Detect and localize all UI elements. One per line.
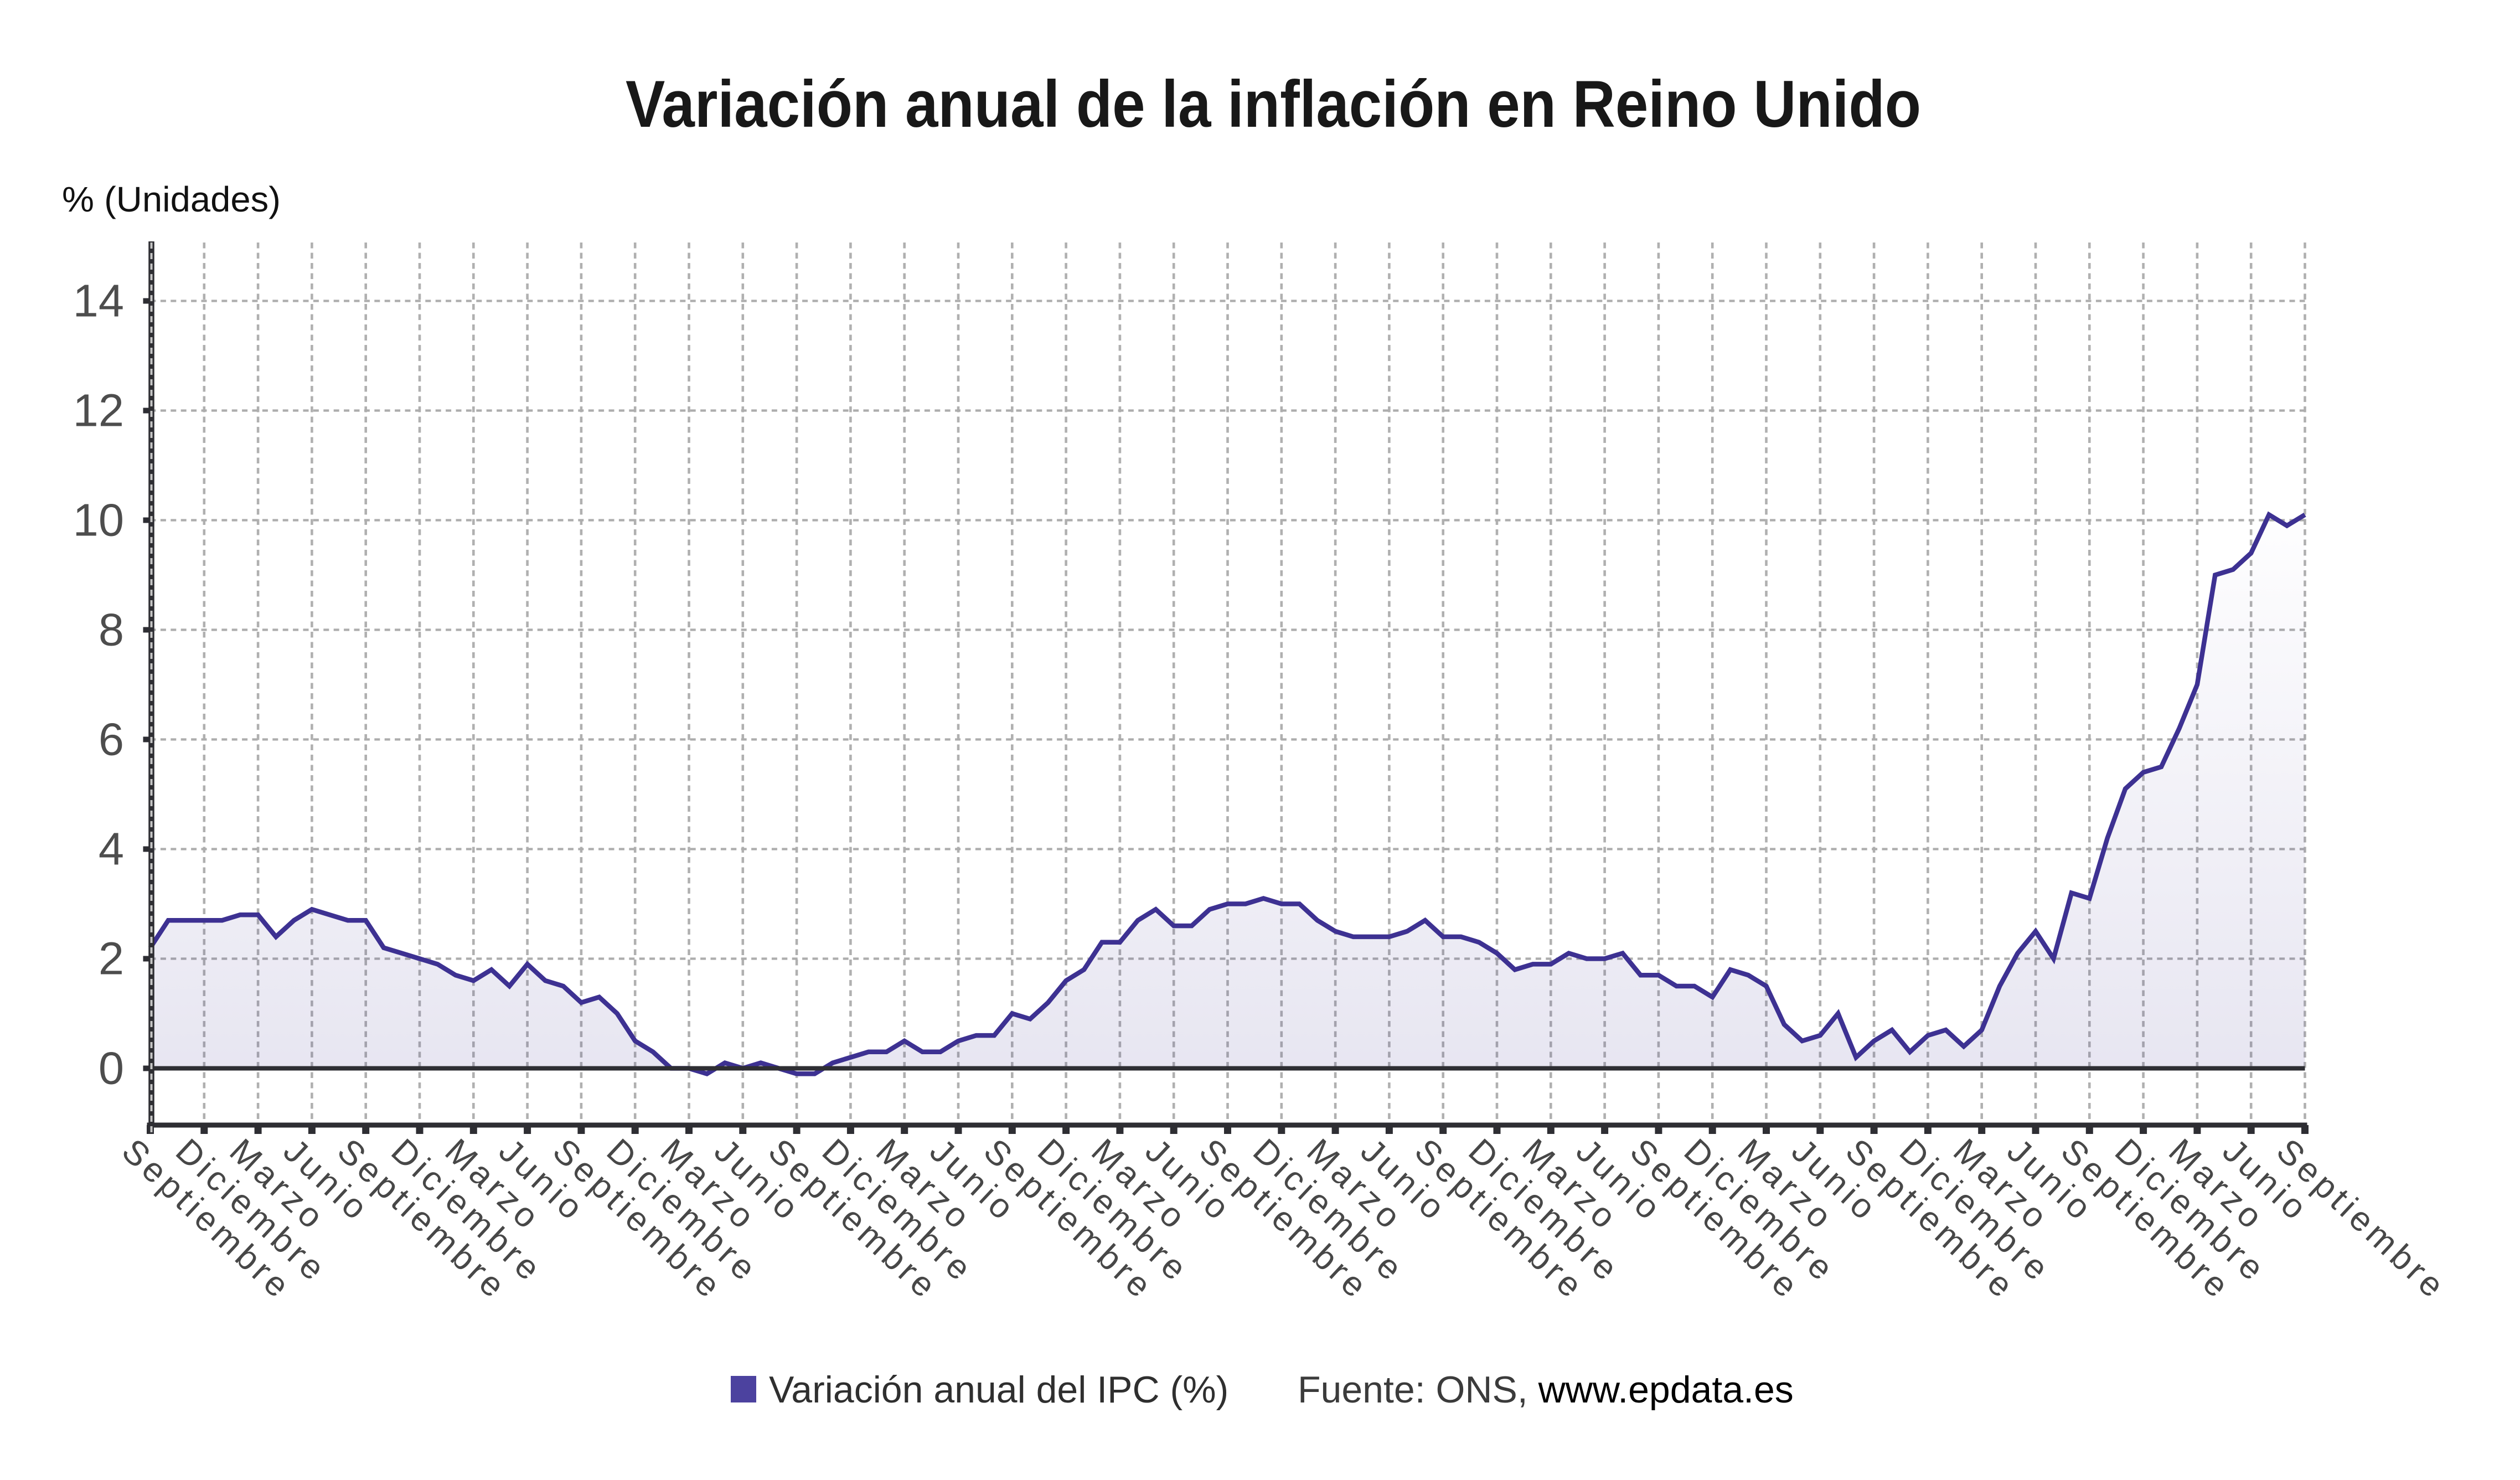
svg-text:12: 12 [73,385,124,436]
svg-text:8: 8 [99,604,124,656]
svg-text:% (Unidades): % (Unidades) [62,179,281,219]
svg-text:14: 14 [73,275,124,327]
svg-text:Variación anual de la inflació: Variación anual de la inflación en Reino… [626,67,1921,141]
svg-text:0: 0 [99,1043,124,1094]
svg-text:Variación anual del IPC (%): Variación anual del IPC (%) [769,1369,1228,1411]
svg-text:6: 6 [99,714,124,765]
svg-text:Fuente: ONS, www.epdata.es: Fuente: ONS, www.epdata.es [1298,1369,1794,1411]
svg-text:2: 2 [99,933,124,984]
svg-text:4: 4 [99,823,124,875]
svg-text:10: 10 [73,494,124,546]
